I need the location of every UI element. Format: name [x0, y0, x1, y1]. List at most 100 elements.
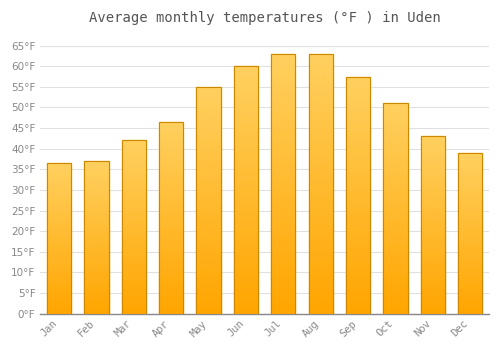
Bar: [159, 183, 184, 187]
Bar: [84, 161, 108, 164]
Bar: [308, 69, 333, 75]
Bar: [308, 90, 333, 96]
Bar: [420, 296, 445, 300]
Bar: [196, 200, 220, 205]
Bar: [84, 295, 108, 299]
Bar: [271, 75, 295, 80]
Bar: [458, 246, 482, 249]
Bar: [84, 246, 108, 250]
Bar: [271, 106, 295, 111]
Bar: [458, 230, 482, 233]
Bar: [196, 287, 220, 291]
Bar: [346, 271, 370, 276]
Bar: [458, 191, 482, 195]
Bar: [47, 268, 71, 272]
Bar: [384, 297, 407, 301]
Bar: [234, 66, 258, 314]
Bar: [159, 294, 184, 298]
Bar: [47, 253, 71, 257]
Bar: [420, 175, 445, 179]
Bar: [458, 169, 482, 172]
Bar: [346, 300, 370, 304]
Bar: [308, 220, 333, 225]
Bar: [196, 146, 220, 150]
Bar: [384, 309, 407, 314]
Bar: [47, 304, 71, 308]
Bar: [122, 168, 146, 172]
Bar: [122, 199, 146, 203]
Bar: [308, 210, 333, 215]
Bar: [271, 184, 295, 189]
Bar: [84, 259, 108, 262]
Bar: [346, 105, 370, 110]
Bar: [271, 163, 295, 168]
Bar: [458, 198, 482, 201]
Bar: [308, 111, 333, 116]
Bar: [234, 121, 258, 126]
Bar: [384, 259, 407, 263]
Bar: [458, 265, 482, 269]
Bar: [196, 105, 220, 110]
Bar: [234, 71, 258, 76]
Bar: [308, 137, 333, 142]
Bar: [384, 284, 407, 288]
Bar: [308, 132, 333, 137]
Bar: [420, 172, 445, 175]
Bar: [271, 288, 295, 293]
Bar: [159, 252, 184, 256]
Bar: [159, 176, 184, 180]
Bar: [346, 129, 370, 133]
Bar: [346, 181, 370, 186]
Bar: [308, 158, 333, 163]
Bar: [384, 103, 407, 107]
Bar: [420, 271, 445, 275]
Bar: [458, 153, 482, 156]
Bar: [384, 124, 407, 128]
Bar: [308, 225, 333, 231]
Bar: [122, 147, 146, 151]
Bar: [271, 241, 295, 246]
Bar: [234, 254, 258, 259]
Bar: [346, 309, 370, 314]
Bar: [84, 292, 108, 295]
Bar: [420, 140, 445, 143]
Bar: [458, 156, 482, 159]
Bar: [346, 138, 370, 143]
Bar: [196, 141, 220, 146]
Bar: [196, 304, 220, 309]
Bar: [420, 222, 445, 225]
Bar: [234, 116, 258, 121]
Bar: [458, 278, 482, 281]
Bar: [271, 267, 295, 272]
Bar: [159, 229, 184, 233]
Bar: [346, 200, 370, 205]
Bar: [234, 269, 258, 274]
Bar: [122, 227, 146, 231]
Bar: [384, 188, 407, 192]
Bar: [384, 192, 407, 196]
Bar: [84, 170, 108, 173]
Bar: [346, 195, 370, 200]
Bar: [84, 219, 108, 222]
Bar: [458, 217, 482, 220]
Bar: [84, 186, 108, 189]
Bar: [47, 257, 71, 259]
Bar: [234, 76, 258, 81]
Bar: [196, 150, 220, 155]
Bar: [159, 256, 184, 260]
Bar: [234, 106, 258, 111]
Bar: [84, 256, 108, 259]
Bar: [234, 264, 258, 269]
Bar: [458, 224, 482, 227]
Bar: [346, 176, 370, 181]
Bar: [458, 304, 482, 307]
Bar: [234, 135, 258, 140]
Bar: [234, 220, 258, 225]
Bar: [384, 128, 407, 133]
Bar: [271, 96, 295, 100]
Bar: [159, 272, 184, 275]
Bar: [234, 244, 258, 249]
Bar: [159, 141, 184, 145]
Bar: [346, 96, 370, 100]
Bar: [420, 253, 445, 257]
